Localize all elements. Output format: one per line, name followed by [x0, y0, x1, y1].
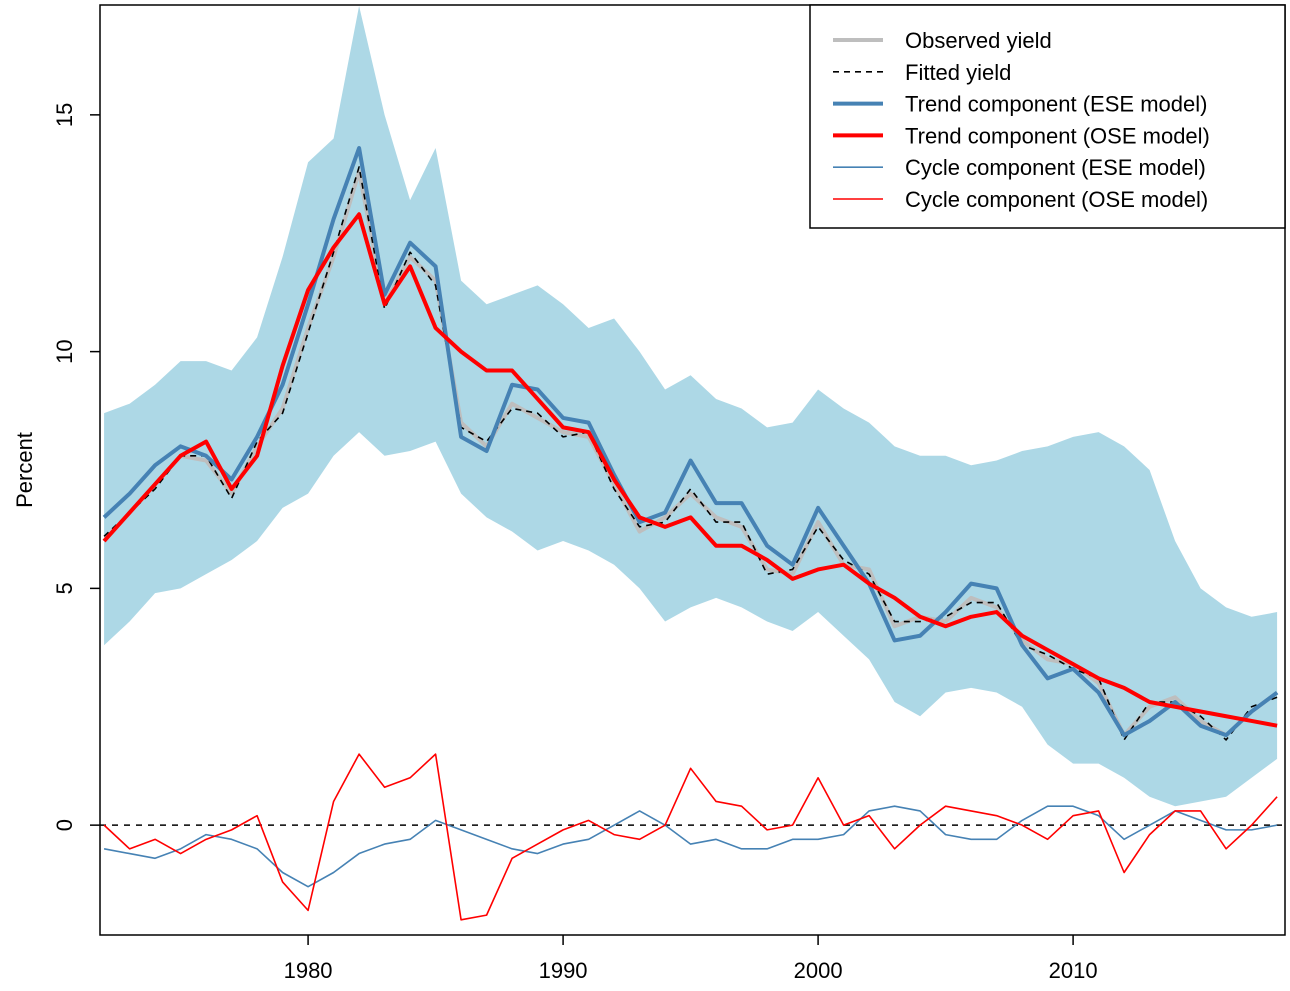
legend: Observed yield Fitted yield Trend componen…	[809, 4, 1286, 229]
x-tick-label: 2010	[1049, 958, 1098, 983]
x-tick-label: 1990	[539, 958, 588, 983]
x-tick-label: 1980	[284, 958, 333, 983]
legend-label: Cycle component (ESE model)	[905, 155, 1206, 180]
confidence-band	[104, 5, 1278, 807]
legend-box	[809, 4, 1286, 229]
y-tick-label: 15	[52, 103, 77, 127]
legend-label: Observed yield	[905, 28, 1052, 53]
legend-label: Fitted yield	[905, 60, 1011, 85]
y-tick-label: 10	[52, 339, 77, 363]
y-axis-label: Percent	[12, 432, 37, 508]
series-line	[103, 805, 1278, 888]
y-tick-label: 0	[52, 819, 77, 831]
legend-label: Cycle component (OSE model)	[905, 187, 1208, 212]
y-tick-label: 5	[52, 582, 77, 594]
plot-area	[100, 5, 1285, 921]
series-line	[103, 166, 1278, 741]
legend-label: Trend component (ESE model)	[905, 92, 1207, 117]
series-line	[103, 753, 1278, 921]
legend-label: Trend component (OSE model)	[905, 123, 1210, 148]
plot-frame	[99, 4, 1286, 936]
series-line	[102, 146, 1279, 738]
x-tick-label: 2000	[794, 958, 843, 983]
series-line	[102, 212, 1278, 728]
